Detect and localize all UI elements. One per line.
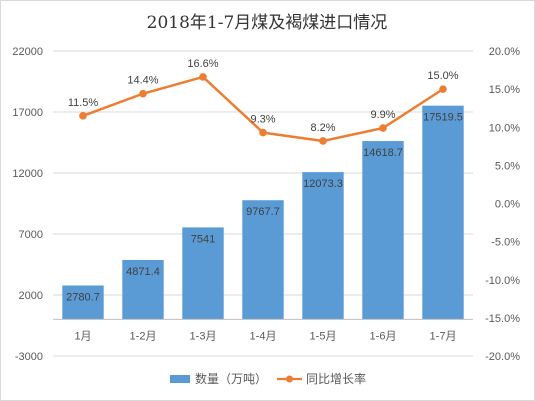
legend-label-quantity: 数量（万吨）: [195, 371, 267, 386]
x-axis-category-label: 1-2月: [130, 330, 157, 342]
line-data-label: 14.4%: [127, 75, 158, 87]
left-axis-tick-label: 7000: [19, 229, 43, 241]
legend: 数量（万吨） 同比增长率: [170, 371, 366, 386]
bar: [422, 105, 464, 320]
bar-data-label: 12073.3: [303, 178, 343, 190]
line-point: [379, 124, 387, 132]
x-axis-category-label: 1-5月: [310, 330, 337, 342]
bar: [362, 141, 404, 320]
line-point: [319, 137, 327, 145]
right-axis-tick-label: 0.0%: [495, 199, 520, 211]
line-point: [439, 85, 447, 93]
bar-data-label: 9767.7: [246, 206, 280, 218]
bar: [62, 285, 104, 320]
line-point: [199, 73, 207, 81]
x-axis-category-label: 1-6月: [370, 330, 397, 342]
x-axis-category-label: 1月: [74, 330, 91, 342]
legend-swatch-growth-marker: [286, 375, 293, 383]
bar: [242, 200, 284, 320]
line-data-label: 8.2%: [310, 122, 335, 134]
bar-data-label: 4871.4: [126, 266, 160, 278]
chart-title: 2018年1-7月煤及褐煤进口情况: [147, 13, 388, 33]
legend-label-growth: 同比增长率: [306, 371, 366, 386]
bar: [122, 259, 164, 320]
right-axis-tick-label: 5.0%: [495, 160, 520, 172]
left-axis-tick-label: 17000: [12, 107, 43, 119]
left-axis-tick-label: 12000: [12, 168, 43, 180]
left-axis-tick-label: 22000: [12, 46, 43, 58]
bar-data-label: 2780.7: [66, 291, 100, 303]
left-y-axis: -3000 2000 7000 12000 17000 22000: [12, 46, 43, 363]
right-axis-tick-label: -5.0%: [491, 237, 520, 249]
line-data-labels: 11.5% 14.4% 16.6% 9.3% 8.2% 9.9% 15.0%: [68, 58, 459, 134]
line-data-label: 11.5%: [68, 97, 99, 109]
bar-data-label: 14618.7: [363, 147, 403, 159]
bar: [302, 172, 344, 320]
x-axis-category-label: 1-3月: [190, 330, 217, 342]
line-data-label: 16.6%: [187, 58, 218, 70]
line-data-label: 9.3%: [250, 114, 275, 126]
right-axis-tick-label: -15.0%: [485, 313, 520, 325]
right-axis-tick-label: -10.0%: [485, 275, 520, 287]
line-point: [79, 112, 87, 120]
right-y-axis: -20.0% -15.0% -10.0% -5.0% 0.0% 5.0% 10.0% 15.0…: [485, 46, 520, 363]
x-axis-categories: 1月 1-2月 1-3月 1-4月 1-5月 1-6月 1-7月: [53, 318, 473, 342]
line-point: [139, 89, 147, 98]
bar-data-label: 17519.5: [423, 112, 463, 124]
bar-series: [62, 105, 464, 320]
legend-swatch-quantity: [170, 375, 190, 383]
right-axis-tick-label: 15.0%: [489, 84, 520, 96]
right-axis-tick-label: 20.0%: [489, 46, 520, 58]
line-data-label: 15.0%: [427, 70, 458, 82]
line-point: [259, 128, 267, 137]
right-axis-tick-label: -20.0%: [485, 351, 520, 363]
left-axis-tick-label: -3000: [15, 351, 43, 363]
bar: [182, 227, 224, 320]
x-axis-category-label: 1-7月: [430, 330, 457, 342]
bar-data-label: 7541: [191, 233, 215, 245]
bar-data-labels: 2780.7 4871.4 7541 9767.7 12073.3 14618.7 1751…: [66, 112, 463, 304]
x-axis-category-label: 1-4月: [250, 330, 277, 342]
right-axis-tick-label: 10.0%: [489, 122, 520, 134]
line-series: [79, 73, 447, 145]
left-axis-tick-label: 2000: [19, 290, 43, 302]
line-data-label: 9.9%: [370, 109, 395, 121]
